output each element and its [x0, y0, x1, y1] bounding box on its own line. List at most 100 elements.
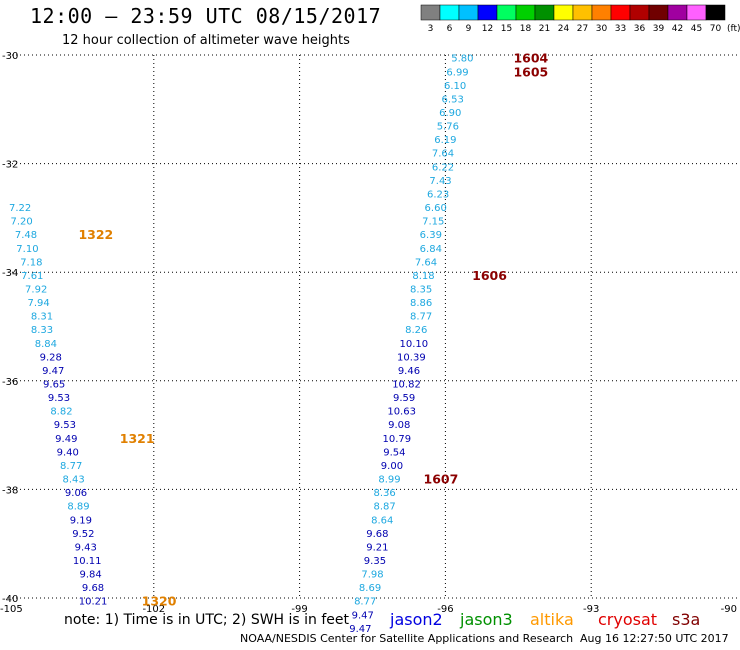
- wave-height-value: 9.54: [383, 447, 405, 458]
- color-scale-label: 21: [539, 24, 550, 34]
- wave-height-value: 6.53: [442, 94, 464, 105]
- wave-height-value: 8.99: [378, 475, 400, 486]
- wave-height-value: 8.77: [60, 461, 82, 472]
- wave-height-value: 8.82: [50, 407, 72, 418]
- color-scale-label: 70: [710, 24, 722, 34]
- wave-height-value: 8.89: [67, 502, 89, 513]
- lon-tick-label: -90: [721, 604, 737, 615]
- pass-number-label: 1322: [78, 227, 113, 242]
- color-scale-label: 42: [672, 24, 683, 34]
- color-swatch: [572, 4, 593, 21]
- wave-height-value: 6.19: [434, 135, 456, 146]
- color-scale-label: 45: [691, 24, 702, 34]
- wave-height-value: 9.52: [72, 529, 94, 540]
- legend-cryosat: cryosat: [598, 610, 658, 629]
- wave-height-value: 6.84: [420, 244, 442, 255]
- lat-tick-label: -32: [2, 160, 18, 171]
- wave-height-value: 9.43: [75, 542, 97, 553]
- color-scale-bar: 3 6 9 12 15 18 21 24 27 30 33 36 39 42 45 70 (ft): [420, 4, 740, 34]
- wave-height-value: 7.10: [16, 244, 38, 255]
- color-swatch: [515, 4, 536, 21]
- wave-height-value: 7.64: [415, 257, 437, 268]
- lon-tick-label: -99: [291, 604, 307, 615]
- wave-height-value: 7.18: [20, 257, 42, 268]
- pass-number-label: 1605: [513, 64, 548, 79]
- wave-height-value: 9.40: [57, 447, 79, 458]
- color-scale-label: 3: [428, 24, 434, 34]
- wave-height-value: 8.43: [62, 475, 84, 486]
- pass-number-label: 1604: [513, 51, 548, 66]
- lat-tick-label: -38: [2, 485, 18, 496]
- wave-height-value: 8.18: [412, 271, 434, 282]
- wave-height-value: 6.10: [444, 81, 466, 92]
- wave-height-value: 8.84: [35, 339, 57, 350]
- color-scale-label: 15: [501, 24, 512, 34]
- lat-lon-grid: [8, 54, 737, 599]
- wave-height-value: 9.68: [366, 529, 388, 540]
- wave-height-value: 9.08: [388, 420, 410, 431]
- color-scale-label: 36: [634, 24, 646, 34]
- lat-tick-label: -34: [2, 268, 18, 279]
- wave-height-value: 9.35: [364, 556, 386, 567]
- wave-height-value: 9.65: [43, 380, 65, 391]
- wave-height-value: 8.77: [410, 312, 432, 323]
- wave-height-value: 9.21: [366, 542, 388, 553]
- page-subtitle: 12 hour collection of altimeter wave hei…: [62, 33, 350, 48]
- wave-height-value: 7.98: [361, 570, 383, 581]
- axis-labels: -30 -32 -34 -36 -38 -40-105 -102 -99 -96 -93 -90: [0, 51, 737, 615]
- color-scale-label: 24: [558, 24, 570, 34]
- legend-jason2: jason2: [390, 610, 443, 629]
- generation-timestamp: Aug 16 12:27:50 UTC 2017: [580, 632, 729, 645]
- units-note: note: 1) Time is in UTC; 2) SWH is in fe…: [64, 612, 350, 628]
- wave-height-value: 6.22: [432, 162, 454, 173]
- pass-number-label: 1606: [472, 268, 507, 283]
- wave-height-value: 8.33: [31, 325, 53, 336]
- color-swatch: [667, 4, 688, 21]
- wave-height-value: 8.69: [359, 583, 381, 594]
- wave-height-value: 5.80: [451, 54, 473, 65]
- wave-height-value: 9.49: [55, 434, 77, 445]
- color-scale-label: 18: [520, 24, 532, 34]
- wave-height-value: 9.84: [79, 570, 101, 581]
- wave-height-value: 8.87: [374, 502, 396, 513]
- color-scale-label: 6: [447, 24, 453, 34]
- pass-number-label: 1321: [120, 431, 155, 446]
- wave-height-value: 7.64: [432, 149, 454, 160]
- wave-height-value: 9.46: [398, 366, 420, 377]
- wave-height-value: 7.15: [422, 217, 444, 228]
- lon-tick-label: -105: [0, 604, 23, 615]
- wave-height-value: 9.06: [65, 488, 87, 499]
- wave-height-value: 8.31: [31, 312, 53, 323]
- lat-tick-label: -30: [2, 51, 18, 62]
- wave-height-value: 10.39: [397, 352, 426, 363]
- wave-height-value: 7.22: [9, 203, 31, 214]
- color-scale-label: 33: [615, 24, 626, 34]
- color-swatch: [705, 4, 726, 21]
- lon-tick-label: -96: [437, 604, 453, 615]
- wave-height-value: 9.28: [40, 352, 62, 363]
- color-swatch: [610, 4, 631, 21]
- color-swatch: [477, 4, 498, 21]
- color-swatch: [686, 4, 707, 21]
- wave-height-value: 6.90: [439, 108, 461, 119]
- wave-height-value: 7.92: [25, 284, 47, 295]
- wave-height-value: 9.59: [393, 393, 415, 404]
- wave-height-value: 8.35: [410, 284, 432, 295]
- wave-height-value: 10.10: [399, 339, 428, 350]
- color-scale-label: 12: [482, 24, 493, 34]
- wave-height-value: 10.11: [73, 556, 102, 567]
- wave-height-points: 7.22 7.20 7.48 7.10 7.18 7.61 7.92 7.94 8.31 8.33…: [9, 54, 474, 635]
- wave-height-value: 10.82: [392, 380, 421, 391]
- color-scale-label: 39: [653, 24, 665, 34]
- legend-altika: altika: [530, 610, 574, 629]
- wave-height-value: 7.43: [429, 176, 451, 187]
- wave-height-value: 7.94: [27, 298, 49, 309]
- wave-height-value: 9.47: [352, 610, 374, 621]
- legend-s3a: s3a: [672, 610, 701, 629]
- lon-tick-label: -93: [583, 604, 599, 615]
- wave-height-value: 9.53: [48, 393, 70, 404]
- lat-tick-label: -40: [2, 594, 18, 605]
- wave-height-value: 9.47: [42, 366, 64, 377]
